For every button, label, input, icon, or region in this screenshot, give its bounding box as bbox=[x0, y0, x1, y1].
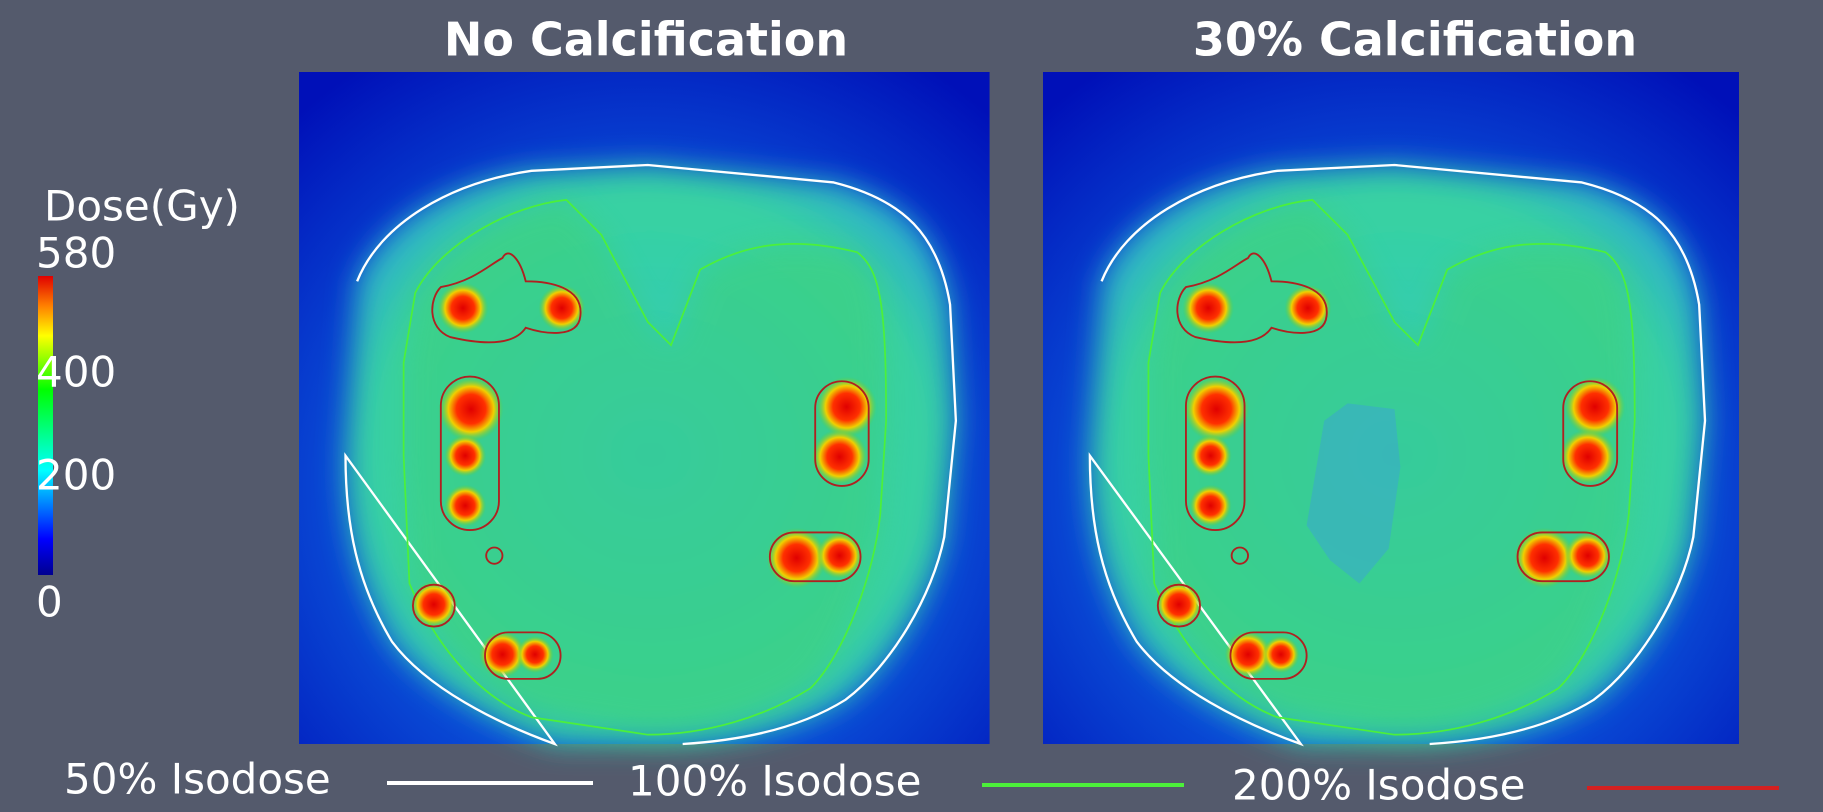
legend-label: 200% Isodose bbox=[1232, 761, 1525, 810]
legend-label: 100% Isodose bbox=[628, 757, 921, 806]
colorbar-tick-label: 200 bbox=[36, 450, 116, 499]
colorbar-tick-label: 400 bbox=[36, 347, 116, 396]
panel-title: No Calcification bbox=[444, 13, 848, 67]
legend-label: 50% Isodose bbox=[64, 755, 331, 804]
dose-map bbox=[1043, 72, 1739, 744]
dose-map bbox=[299, 72, 990, 744]
colorbar bbox=[38, 276, 53, 575]
colorbar-tick-label: 0 bbox=[36, 578, 63, 627]
calcification-region bbox=[1306, 403, 1401, 584]
colorbar-tick-label: 580 bbox=[36, 229, 116, 278]
colorbar-label: Dose(Gy) bbox=[44, 182, 240, 231]
panel-title: 30% Calcification bbox=[1193, 13, 1637, 67]
